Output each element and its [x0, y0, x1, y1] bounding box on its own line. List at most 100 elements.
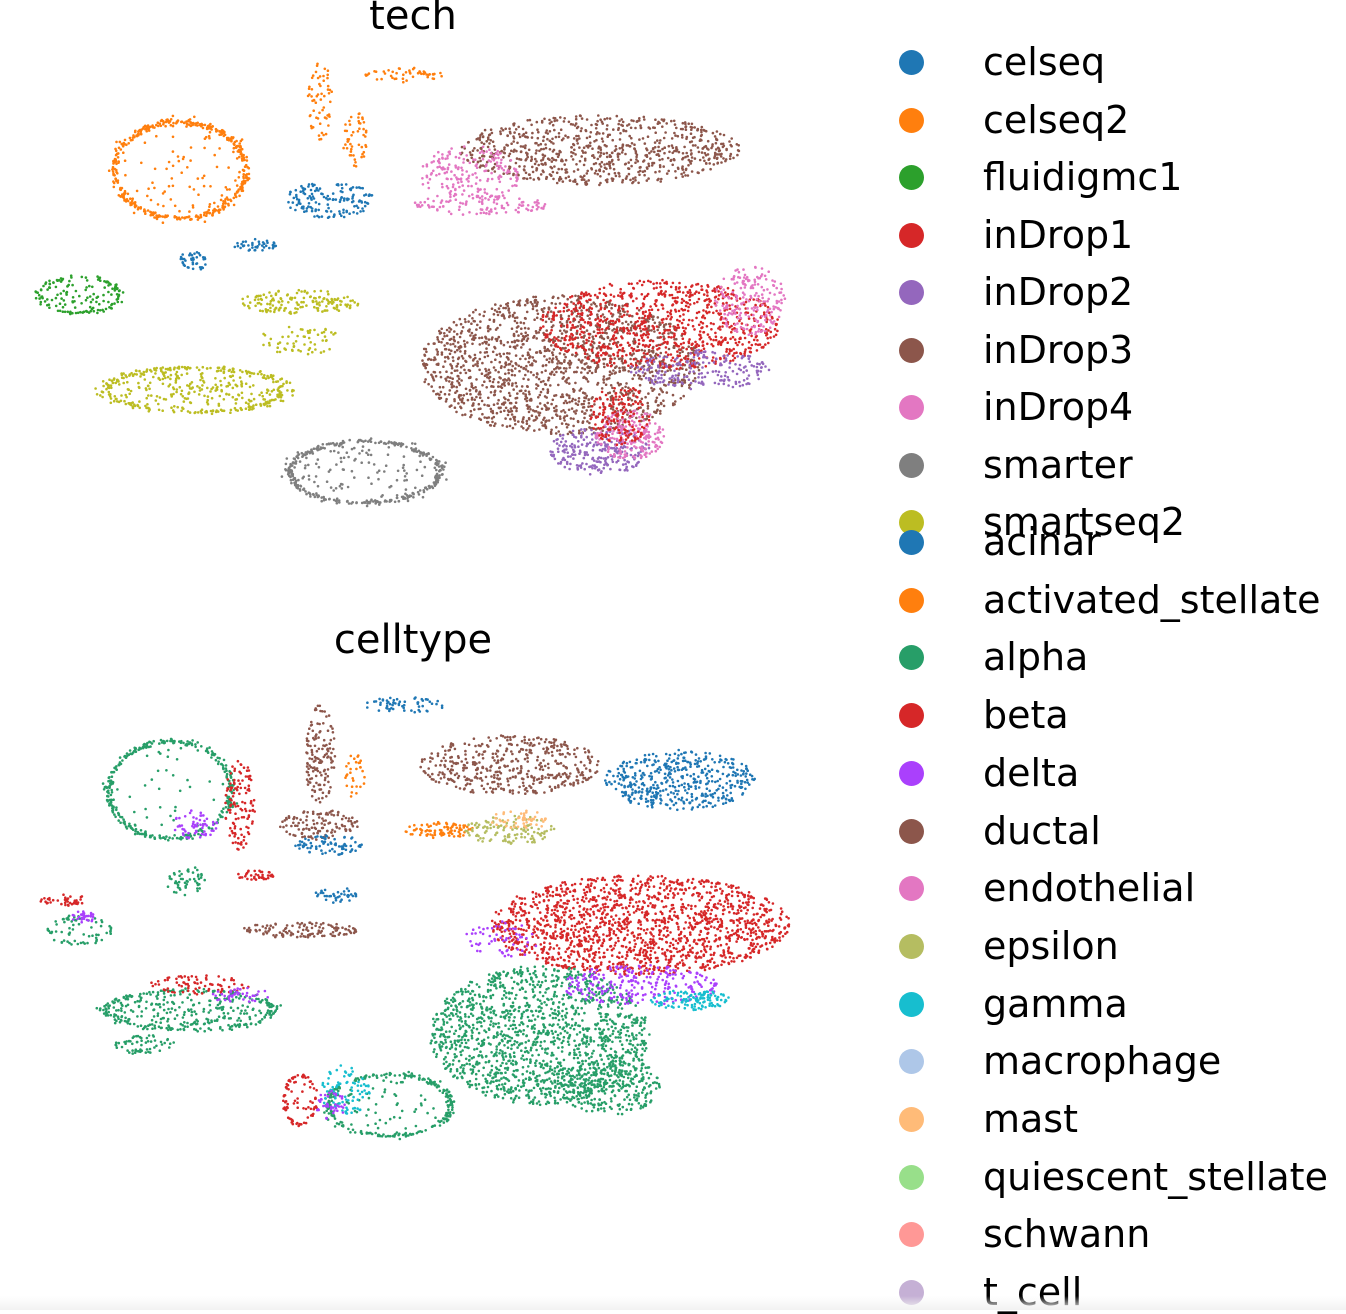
data-point [500, 158, 503, 162]
data-point [422, 362, 426, 365]
data-point [588, 421, 591, 425]
data-point [534, 295, 538, 299]
data-point [564, 399, 567, 403]
data-point [586, 353, 589, 356]
data-point [543, 424, 546, 428]
data-point [487, 404, 491, 408]
data-point [296, 334, 299, 338]
data-point [576, 168, 580, 171]
data-point [521, 204, 525, 207]
data-point [112, 160, 115, 164]
data-point [537, 414, 541, 417]
data-point [524, 357, 527, 361]
data-point [736, 153, 739, 157]
data-point [95, 296, 98, 300]
data-point [393, 500, 397, 504]
data-point [433, 356, 436, 359]
data-point [492, 403, 496, 407]
data-point [335, 501, 339, 505]
point-cluster-celseq2 [107, 114, 251, 224]
data-point [260, 391, 263, 395]
data-point [167, 160, 171, 164]
data-point [574, 398, 577, 402]
data-point [312, 493, 315, 497]
data-point [122, 381, 125, 385]
data-point [225, 188, 229, 191]
data-point [489, 391, 493, 394]
data-point [414, 486, 417, 490]
data-point [514, 367, 517, 370]
data-point [148, 387, 151, 391]
data-point [235, 157, 239, 160]
data-point [624, 320, 628, 324]
data-point [657, 145, 660, 149]
data-point [82, 310, 86, 314]
data-point [444, 461, 447, 465]
data-point [215, 409, 218, 412]
data-point [667, 144, 671, 148]
data-point [675, 126, 678, 130]
data-point [502, 314, 506, 318]
data-point [524, 171, 528, 175]
data-point [307, 336, 311, 340]
data-point [530, 414, 534, 418]
data-point [513, 184, 517, 187]
data-point [608, 342, 611, 346]
data-point [146, 403, 149, 406]
data-point [357, 119, 361, 123]
data-point [650, 329, 653, 332]
data-point [192, 188, 196, 191]
data-point [366, 73, 369, 77]
data-point [653, 146, 657, 149]
data-point [423, 200, 427, 204]
data-point [583, 342, 586, 345]
data-point [488, 212, 491, 216]
data-point [414, 448, 417, 452]
data-point [463, 368, 466, 372]
data-point [293, 296, 297, 300]
data-point [475, 166, 479, 169]
data-point [307, 331, 310, 335]
data-point [467, 180, 470, 183]
data-point [350, 134, 353, 137]
data-point [188, 210, 191, 213]
data-point [154, 372, 157, 375]
data-point [555, 370, 558, 374]
data-point [517, 364, 521, 368]
data-point [277, 290, 280, 293]
data-point [616, 340, 620, 344]
data-point [453, 350, 457, 354]
data-point [227, 381, 231, 385]
data-point [334, 499, 338, 503]
data-point [240, 157, 244, 160]
data-point [293, 466, 296, 469]
data-point [187, 266, 190, 269]
chart-title-tech: tech [369, 0, 457, 39]
data-point [304, 490, 307, 493]
data-point [616, 354, 620, 357]
data-point [361, 152, 364, 156]
data-point [486, 145, 490, 149]
data-point [683, 121, 687, 124]
data-point [599, 118, 602, 121]
data-point [347, 197, 350, 201]
data-point [310, 76, 314, 80]
data-point [645, 318, 648, 321]
data-point [482, 211, 486, 214]
data-point [289, 190, 292, 194]
data-point [549, 372, 552, 376]
data-point [580, 178, 584, 182]
data-point [181, 253, 184, 256]
data-point [517, 125, 520, 129]
data-point [307, 202, 311, 205]
data-point [272, 388, 276, 392]
data-point [706, 139, 710, 143]
data-point [700, 139, 703, 142]
data-point [461, 397, 465, 400]
data-point [177, 159, 181, 163]
data-point [470, 413, 473, 417]
data-point [219, 369, 223, 372]
data-point [515, 409, 518, 413]
data-point [438, 205, 442, 209]
data-point [225, 392, 228, 396]
